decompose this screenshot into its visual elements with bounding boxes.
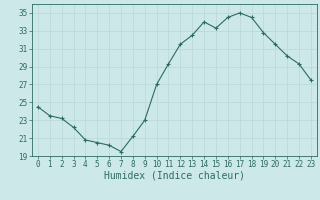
X-axis label: Humidex (Indice chaleur): Humidex (Indice chaleur) — [104, 171, 245, 181]
